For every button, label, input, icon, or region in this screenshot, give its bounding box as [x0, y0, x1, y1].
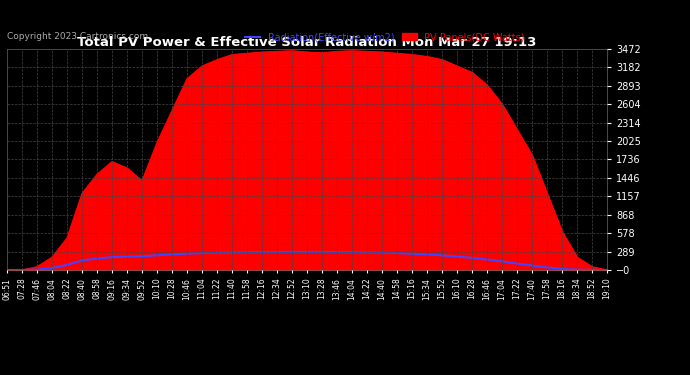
Text: Copyright 2023 Cartronics.com: Copyright 2023 Cartronics.com — [7, 32, 148, 41]
Legend: Radiation(Effective w/m2), PV Panels(DC Watts): Radiation(Effective w/m2), PV Panels(DC … — [241, 28, 529, 46]
Title: Total PV Power & Effective Solar Radiation Mon Mar 27 19:13: Total PV Power & Effective Solar Radiati… — [77, 36, 537, 49]
